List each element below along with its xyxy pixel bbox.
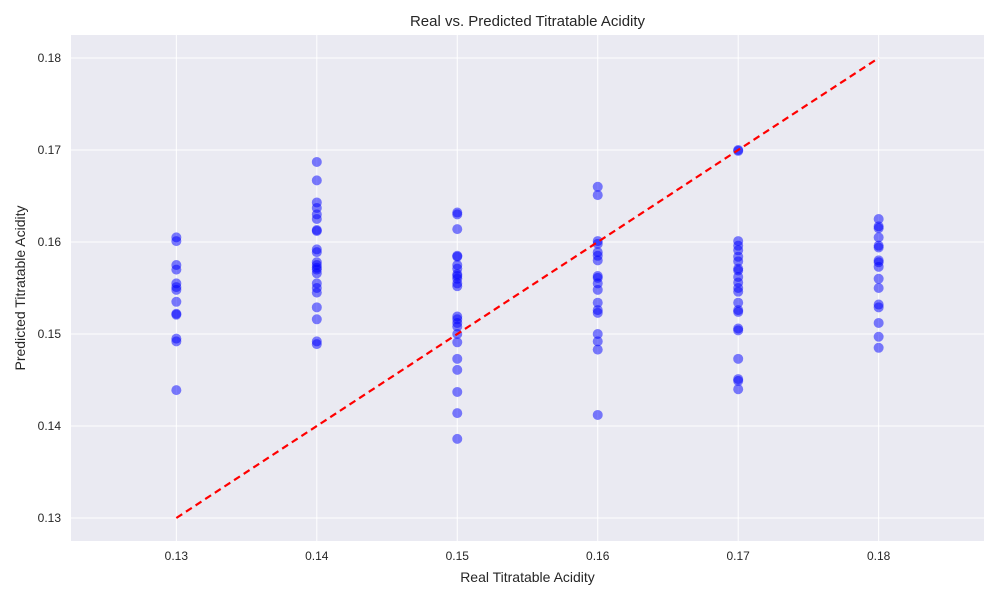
data-point <box>311 287 322 298</box>
data-point <box>311 268 322 279</box>
data-point <box>311 214 322 224</box>
x-tick-label: 0.15 <box>446 549 470 563</box>
data-point <box>452 281 463 292</box>
y-tick-label: 0.17 <box>38 143 62 157</box>
data-point <box>592 284 603 295</box>
data-point <box>592 297 603 308</box>
y-tick-label: 0.15 <box>38 327 62 341</box>
data-point <box>873 273 884 284</box>
data-point <box>873 331 884 342</box>
data-point <box>592 181 603 192</box>
data-point <box>311 247 322 258</box>
data-point <box>311 156 322 167</box>
data-point <box>873 232 884 243</box>
data-point <box>873 242 884 253</box>
x-tick-label: 0.16 <box>586 549 610 563</box>
data-point <box>733 353 744 364</box>
data-point <box>452 433 463 444</box>
data-point <box>592 329 603 339</box>
chart-title: Real vs. Predicted Titratable Acidity <box>410 13 646 30</box>
y-tick-label: 0.18 <box>38 51 62 65</box>
data-point <box>873 317 884 328</box>
data-point <box>311 339 322 350</box>
x-tick-label: 0.13 <box>165 549 189 563</box>
y-tick-label: 0.16 <box>38 235 62 249</box>
data-point <box>733 384 744 395</box>
data-point <box>311 314 322 325</box>
data-point <box>452 364 463 375</box>
data-point <box>452 224 463 235</box>
data-point <box>171 236 182 247</box>
data-point <box>733 325 744 336</box>
data-point <box>311 175 322 186</box>
data-point <box>733 256 744 267</box>
data-point <box>592 307 603 318</box>
y-axis-label: Predicted Titratable Acidity <box>12 206 28 371</box>
data-point <box>592 344 603 355</box>
x-axis-label: Real Titratable Acidity <box>460 569 595 585</box>
data-point <box>873 342 884 353</box>
data-point <box>171 264 182 275</box>
data-point <box>452 353 463 364</box>
data-point <box>452 321 463 332</box>
data-point <box>873 283 884 293</box>
data-point <box>311 302 322 313</box>
data-point <box>592 409 603 420</box>
data-point <box>592 336 603 347</box>
x-tick-label: 0.14 <box>305 549 329 563</box>
data-point <box>171 309 182 320</box>
data-point <box>733 286 744 297</box>
data-point <box>873 261 884 272</box>
data-point <box>452 386 463 397</box>
data-point <box>733 297 744 308</box>
data-point <box>171 284 182 295</box>
y-tick-labels: 0.13 0.14 0.15 0.16 0.17 0.18 <box>38 51 62 525</box>
reference-diagonal-line <box>175 57 880 519</box>
x-tick-label: 0.18 <box>867 549 891 563</box>
y-tick-label: 0.14 <box>38 419 62 433</box>
data-point <box>171 296 182 307</box>
x-tick-label: 0.17 <box>727 549 751 563</box>
data-point <box>733 306 744 317</box>
data-point <box>452 209 463 220</box>
data-point <box>452 408 463 419</box>
data-point <box>873 223 884 234</box>
y-tick-label: 0.13 <box>38 511 62 525</box>
data-point <box>592 255 603 266</box>
data-point <box>452 337 463 348</box>
data-point <box>171 336 182 347</box>
data-point <box>592 190 603 201</box>
data-point <box>733 375 744 386</box>
data-point <box>873 302 884 313</box>
data-point <box>452 251 463 262</box>
data-point <box>311 225 322 236</box>
x-tick-labels: 0.13 0.14 0.15 0.16 0.17 0.18 <box>165 549 891 563</box>
data-point <box>171 385 182 396</box>
data-point <box>873 214 884 224</box>
data-points <box>171 145 884 444</box>
